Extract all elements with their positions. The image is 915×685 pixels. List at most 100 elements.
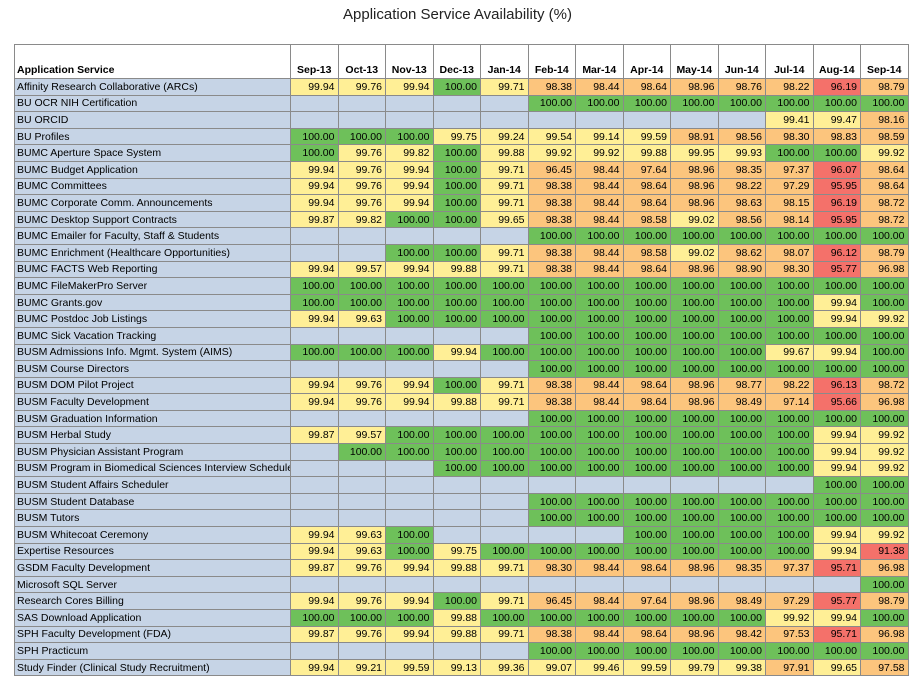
availability-cell (385, 492, 434, 511)
availability-cell (385, 94, 434, 113)
column-header: Mar-14 (575, 44, 624, 79)
availability-cell: 99.94 (290, 310, 339, 328)
availability-cell: 99.63 (337, 542, 386, 561)
availability-cell (622, 476, 671, 494)
availability-cell: 99.21 (337, 658, 386, 677)
availability-cell: 100.00 (527, 94, 576, 113)
availability-table: Application Service Sep-13 Oct-13 Nov-13 Dec… (14, 44, 909, 677)
availability-cell: 99.94 (812, 526, 861, 544)
availability-cell: 100.00 (385, 343, 434, 362)
availability-cell (290, 459, 339, 478)
availability-cell (337, 492, 386, 511)
availability-cell: 100.00 (480, 609, 529, 627)
service-name: BUSM Physician Assistant Program (14, 443, 291, 461)
availability-cell (575, 526, 624, 544)
availability-cell: 100.00 (337, 127, 386, 146)
availability-cell: 100.00 (670, 443, 719, 461)
availability-cell: 100.00 (622, 542, 671, 561)
availability-cell: 98.22 (765, 376, 814, 395)
availability-cell: 99.88 (432, 625, 481, 644)
service-name: SAS Download Application (14, 609, 291, 627)
availability-cell (337, 642, 386, 660)
availability-cell: 97.53 (765, 625, 814, 644)
availability-cell (575, 575, 624, 594)
availability-cell: 100.00 (670, 94, 719, 113)
availability-cell: 100.00 (717, 609, 766, 627)
availability-cell: 98.76 (717, 78, 766, 96)
availability-cell: 99.71 (480, 260, 529, 279)
column-header: Nov-13 (385, 44, 434, 79)
table-row: BUMC Corporate Comm. Announcements 99.94 9… (14, 194, 909, 212)
availability-cell: 100.00 (765, 426, 814, 445)
availability-cell (480, 476, 529, 494)
availability-cell: 100.00 (622, 94, 671, 113)
availability-cell: 100.00 (622, 277, 671, 295)
availability-cell: 99.87 (290, 426, 339, 445)
availability-cell: 98.90 (717, 260, 766, 279)
availability-cell: 100.00 (385, 310, 434, 328)
availability-cell: 100.00 (765, 360, 814, 378)
availability-cell: 98.30 (765, 260, 814, 279)
availability-cell (337, 227, 386, 245)
availability-cell: 99.71 (480, 376, 529, 395)
availability-cell: 98.79 (860, 243, 909, 262)
table-row: BUSM Faculty Development 99.94 99.76 99.94 9… (14, 393, 909, 411)
availability-cell (670, 575, 719, 594)
table-body: Affinity Research Collaborative (ARCs) 99… (14, 78, 909, 677)
availability-cell: 99.94 (290, 78, 339, 96)
availability-cell: 99.71 (480, 194, 529, 212)
availability-cell: 100.00 (860, 227, 909, 245)
availability-cell (290, 492, 339, 511)
availability-cell: 99.65 (812, 658, 861, 677)
availability-cell: 98.72 (860, 376, 909, 395)
availability-cell: 100.00 (622, 293, 671, 312)
service-name: BUMC Postdoc Job Listings (14, 310, 291, 328)
availability-cell: 98.49 (717, 592, 766, 610)
table-row: BUMC Emailer for Faculty, Staff & Studen… (14, 227, 909, 245)
availability-cell: 100.00 (575, 642, 624, 660)
availability-cell: 100.00 (432, 376, 481, 395)
availability-cell: 99.13 (432, 658, 481, 677)
table-row: BU ORCID 99.41 99.47 98.16 (14, 111, 909, 129)
availability-cell (290, 360, 339, 378)
availability-cell: 98.72 (860, 194, 909, 212)
availability-cell: 100.00 (385, 293, 434, 312)
availability-cell: 95.95 (812, 210, 861, 229)
availability-cell: 99.02 (670, 210, 719, 229)
availability-cell: 100.00 (385, 277, 434, 295)
availability-cell: 100.00 (527, 426, 576, 445)
availability-cell: 100.00 (480, 426, 529, 445)
availability-cell: 97.58 (860, 658, 909, 677)
availability-cell (480, 409, 529, 428)
availability-cell: 100.00 (717, 509, 766, 528)
availability-cell: 100.00 (670, 360, 719, 378)
availability-cell: 99.92 (860, 526, 909, 544)
table-row: BUMC Aperture Space System 100.00 99.76 99.… (14, 144, 909, 162)
availability-cell: 99.76 (337, 376, 386, 395)
availability-cell: 99.94 (812, 609, 861, 627)
table-row: BUSM Course Directors 100.00 100.00 100.00 1… (14, 360, 909, 378)
availability-cell: 100.00 (765, 642, 814, 660)
availability-cell: 100.00 (670, 293, 719, 312)
availability-cell: 99.02 (670, 243, 719, 262)
availability-cell: 98.96 (670, 194, 719, 212)
availability-cell: 100.00 (860, 277, 909, 295)
availability-cell: 100.00 (385, 210, 434, 229)
availability-cell: 100.00 (765, 409, 814, 428)
availability-cell: 100.00 (717, 227, 766, 245)
availability-cell: 100.00 (527, 542, 576, 561)
availability-cell: 100.00 (337, 293, 386, 312)
availability-cell (480, 227, 529, 245)
column-header: Jan-14 (480, 44, 529, 79)
availability-cell: 100.00 (575, 542, 624, 561)
availability-cell: 98.59 (860, 127, 909, 146)
availability-cell: 99.88 (480, 144, 529, 162)
availability-cell: 98.64 (622, 393, 671, 411)
availability-cell: 100.00 (860, 509, 909, 528)
header-row: Application Service Sep-13 Oct-13 Nov-13 Dec… (14, 44, 909, 79)
availability-cell: 96.98 (860, 559, 909, 577)
availability-cell: 97.37 (765, 160, 814, 179)
availability-cell: 98.44 (575, 177, 624, 196)
availability-cell (385, 326, 434, 345)
availability-cell: 99.57 (337, 426, 386, 445)
